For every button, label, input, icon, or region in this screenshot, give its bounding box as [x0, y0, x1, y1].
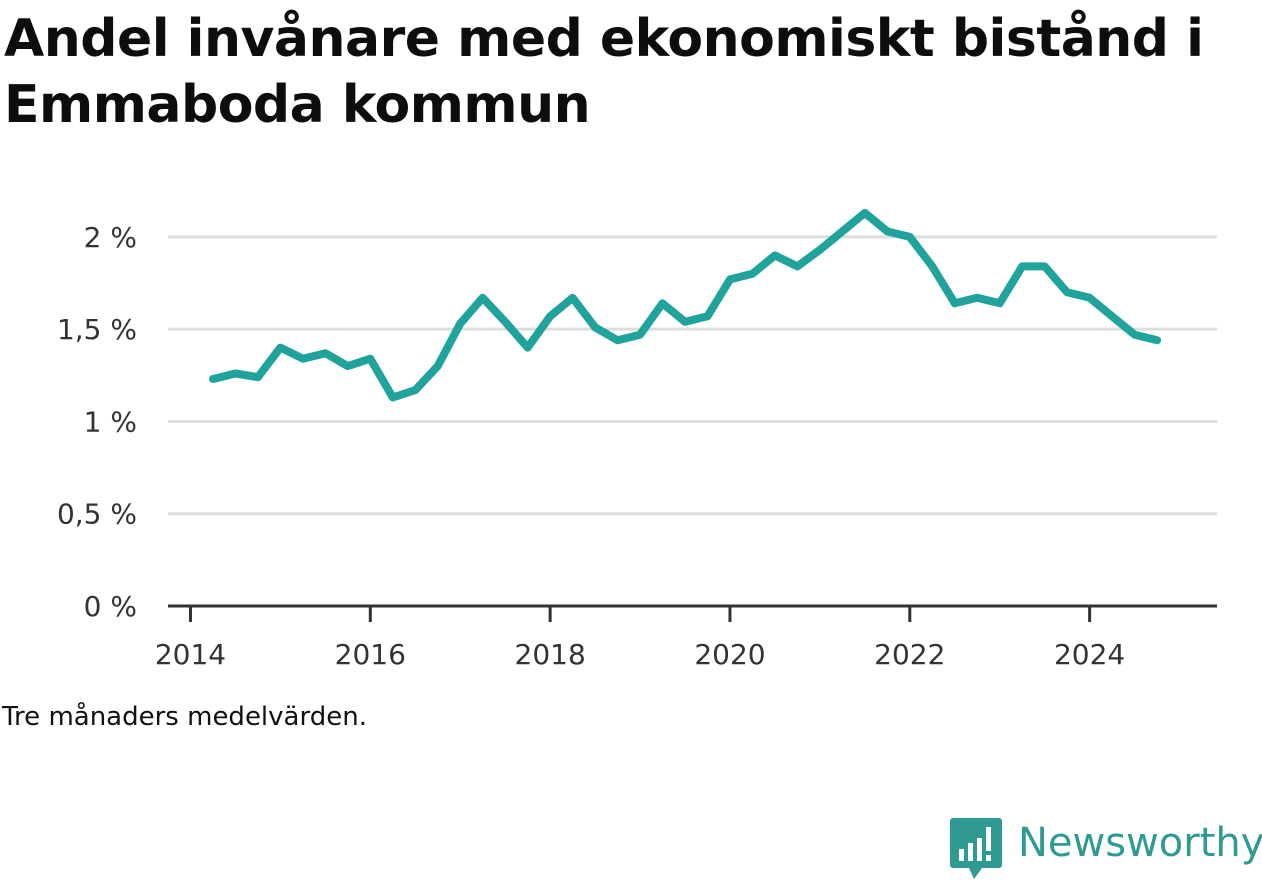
y-tick-labels: 0 % 0,5 % 1 % 1,5 % 2 % [57, 221, 137, 623]
y-tick-label: 2 % [84, 221, 137, 254]
bar-chart-speech-bubble-icon [950, 818, 1002, 879]
series-line [209, 208, 1162, 402]
y-tick-label: 1,5 % [57, 313, 137, 346]
y-tick-label: 0 % [84, 590, 137, 623]
x-tick-label: 2014 [155, 638, 226, 671]
line-chart: 0 % 0,5 % 1 % 1,5 % 2 % 2014 2016 2018 2020 2022… [57, 208, 1217, 671]
chart-title: Andel invånare med ekonomiskt bistånd i … [4, 9, 1204, 135]
series-lines [209, 208, 1162, 402]
x-tick-label: 2018 [515, 638, 586, 671]
x-axis: 2014 2016 2018 2020 2022 2024 [155, 604, 1217, 671]
y-tick-label: 0,5 % [57, 498, 137, 531]
x-tick-label: 2016 [335, 638, 406, 671]
y-tick-label: 1 % [84, 405, 137, 438]
brand-name: Newsworthy [1018, 820, 1262, 866]
newsworthy-logo: Newsworthy [950, 818, 1262, 880]
grid-lines [168, 235, 1217, 516]
x-tick-label: 2022 [874, 638, 945, 671]
x-tick-label: 2024 [1054, 638, 1125, 671]
chart-caption: Tre månaders medelvärden. [2, 702, 367, 732]
x-tick-label: 2020 [694, 638, 765, 671]
